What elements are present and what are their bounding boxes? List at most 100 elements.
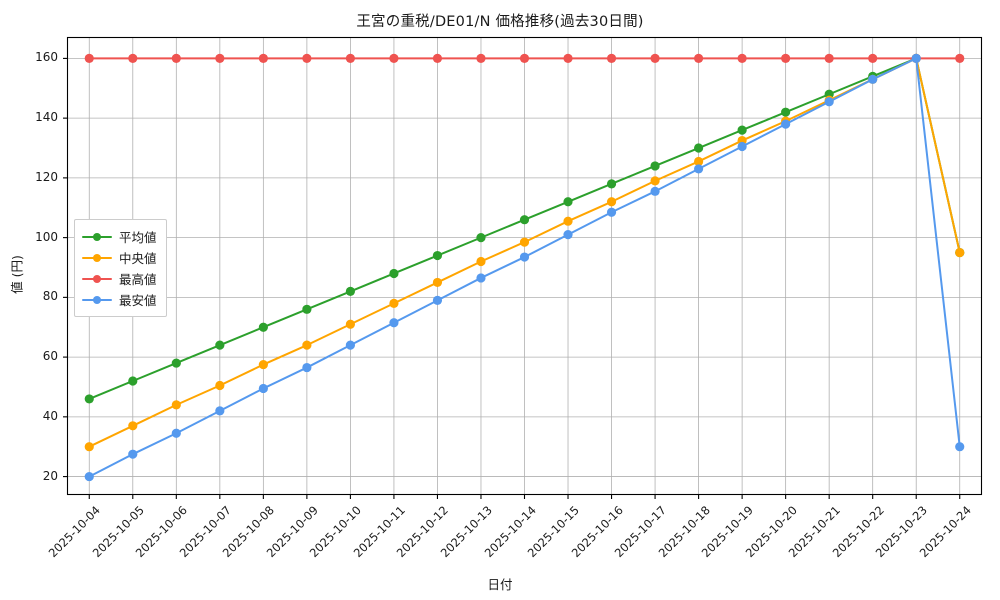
data-point-marker bbox=[955, 247, 965, 258]
data-point-marker bbox=[215, 406, 225, 416]
data-point-marker bbox=[389, 318, 399, 328]
data-point-marker bbox=[519, 53, 530, 64]
data-point-marker bbox=[389, 268, 399, 279]
data-point-marker bbox=[128, 376, 138, 386]
series-4 bbox=[84, 53, 965, 482]
data-point-marker bbox=[694, 143, 704, 153]
y-tick-label: 100 bbox=[35, 229, 58, 244]
data-point-marker bbox=[258, 53, 268, 64]
data-point-marker bbox=[650, 176, 660, 186]
data-point-marker bbox=[650, 186, 660, 196]
data-point-marker bbox=[302, 53, 312, 64]
data-series bbox=[84, 53, 965, 482]
data-point-marker bbox=[84, 471, 94, 482]
data-point-marker bbox=[84, 442, 94, 452]
data-point-marker bbox=[781, 53, 791, 64]
y-tick-label: 20 bbox=[42, 468, 58, 483]
data-point-marker bbox=[606, 197, 617, 207]
data-point-marker bbox=[737, 53, 747, 64]
series-3 bbox=[84, 53, 965, 64]
data-point-marker bbox=[84, 394, 94, 404]
data-point-marker bbox=[868, 74, 878, 84]
data-point-marker bbox=[345, 286, 355, 296]
data-point-marker bbox=[824, 53, 834, 64]
legend-marker-icon bbox=[82, 251, 112, 265]
y-tick-label: 160 bbox=[35, 50, 58, 65]
legend-marker-icon bbox=[82, 293, 112, 307]
data-point-marker bbox=[955, 53, 965, 64]
data-point-marker bbox=[389, 298, 399, 308]
data-point-marker bbox=[476, 273, 486, 283]
data-point-marker bbox=[215, 340, 225, 350]
data-point-marker bbox=[258, 322, 268, 332]
data-point-marker bbox=[519, 237, 530, 247]
data-point-marker bbox=[563, 197, 573, 207]
y-tick-label: 80 bbox=[42, 289, 58, 304]
data-point-marker bbox=[563, 216, 573, 226]
data-point-marker bbox=[432, 53, 443, 64]
data-point-marker bbox=[302, 340, 312, 350]
data-point-marker bbox=[781, 119, 791, 129]
data-point-marker bbox=[781, 107, 791, 117]
data-point-marker bbox=[650, 53, 660, 64]
data-point-marker bbox=[519, 252, 530, 262]
data-point-marker bbox=[345, 53, 355, 64]
chart-title: 王宮の重税/DE01/N 価格推移(過去30日間) bbox=[356, 14, 644, 30]
data-point-marker bbox=[519, 215, 530, 225]
data-point-marker bbox=[868, 53, 878, 64]
y-tick-label: 60 bbox=[42, 349, 58, 364]
data-point-marker bbox=[694, 53, 704, 64]
data-point-marker bbox=[824, 97, 834, 107]
data-point-marker bbox=[128, 53, 138, 64]
legend-item-2[interactable]: 中央値 bbox=[82, 247, 157, 268]
data-point-marker bbox=[302, 362, 312, 373]
data-point-marker bbox=[171, 53, 181, 64]
data-point-marker bbox=[345, 319, 355, 329]
data-point-marker bbox=[911, 53, 921, 64]
data-point-marker bbox=[606, 53, 617, 64]
y-tick-label: 140 bbox=[35, 110, 58, 125]
data-point-marker bbox=[432, 277, 443, 288]
data-point-marker bbox=[128, 421, 138, 431]
grid-lines bbox=[67, 37, 982, 495]
data-point-marker bbox=[345, 340, 355, 350]
data-point-marker bbox=[737, 141, 747, 152]
series-2 bbox=[84, 53, 965, 452]
data-point-marker bbox=[171, 428, 181, 438]
data-point-marker bbox=[171, 400, 181, 410]
legend-item-label: 中央値 bbox=[119, 251, 157, 266]
data-point-marker bbox=[84, 53, 94, 64]
legend-item-1[interactable]: 平均値 bbox=[82, 226, 157, 247]
data-point-marker bbox=[302, 304, 312, 314]
data-point-marker bbox=[389, 53, 399, 64]
data-point-marker bbox=[476, 256, 486, 267]
data-point-marker bbox=[606, 207, 617, 217]
data-point-marker bbox=[694, 156, 704, 167]
data-point-marker bbox=[563, 230, 573, 240]
axis-ticks bbox=[63, 57, 961, 499]
data-point-marker bbox=[476, 53, 486, 64]
data-point-marker bbox=[694, 164, 704, 174]
data-point-marker bbox=[955, 442, 965, 452]
y-axis-label: 値 (円) bbox=[9, 255, 25, 294]
series-1 bbox=[84, 53, 965, 404]
legend-item-3[interactable]: 最高値 bbox=[82, 268, 157, 289]
legend-marker-icon bbox=[82, 230, 112, 244]
legend-item-label: 最安値 bbox=[119, 293, 157, 308]
chart-legend: 平均値中央値最高値最安値 bbox=[74, 219, 167, 317]
data-point-marker bbox=[476, 233, 486, 243]
data-point-marker bbox=[171, 358, 181, 368]
legend-item-4[interactable]: 最安値 bbox=[82, 289, 157, 310]
data-point-marker bbox=[563, 53, 573, 64]
data-point-marker bbox=[258, 383, 268, 394]
data-point-marker bbox=[606, 179, 617, 189]
legend-item-label: 最高値 bbox=[119, 272, 157, 287]
y-tick-label: 120 bbox=[35, 169, 58, 184]
data-point-marker bbox=[215, 380, 225, 391]
data-point-marker bbox=[650, 161, 660, 171]
data-point-marker bbox=[737, 125, 747, 135]
data-point-marker bbox=[128, 449, 138, 459]
data-point-marker bbox=[432, 295, 443, 305]
data-point-marker bbox=[215, 53, 225, 64]
